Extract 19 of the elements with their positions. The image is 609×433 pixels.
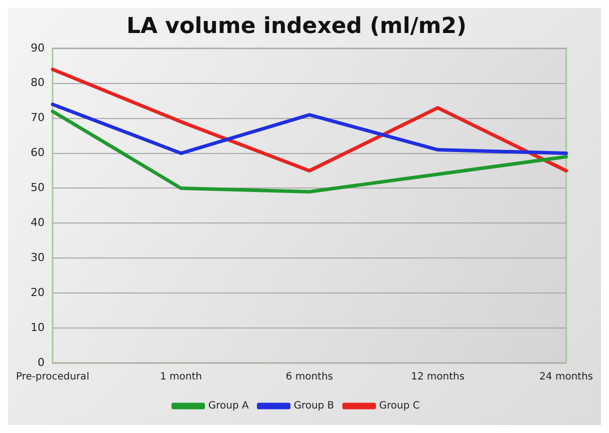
y-tick-label: 30	[30, 250, 45, 264]
y-tick-label: 40	[30, 216, 45, 230]
y-tick-label: 70	[30, 111, 45, 124]
y-tick-label: 50	[30, 181, 45, 194]
x-tick-label: 6 months	[286, 372, 334, 383]
legend-label: Group C	[379, 400, 420, 412]
y-tick-label: 80	[30, 76, 45, 90]
y-tick-label: 20	[30, 286, 45, 299]
x-tick-label: 24 months	[539, 372, 594, 383]
x-tick-label: 12 months	[411, 372, 465, 383]
legend-label: Group B	[294, 400, 334, 412]
legend-label: Group A	[208, 400, 249, 412]
chart-title: LA volume indexed (ml/m2)	[126, 14, 467, 39]
x-tick-label: Pre-procedural	[16, 372, 90, 383]
x-tick-label: 1 month	[160, 372, 202, 383]
y-tick-label: 90	[30, 41, 45, 54]
y-tick-label: 60	[30, 146, 45, 160]
y-tick-label: 0	[38, 356, 45, 369]
y-tick-label: 10	[30, 320, 45, 334]
